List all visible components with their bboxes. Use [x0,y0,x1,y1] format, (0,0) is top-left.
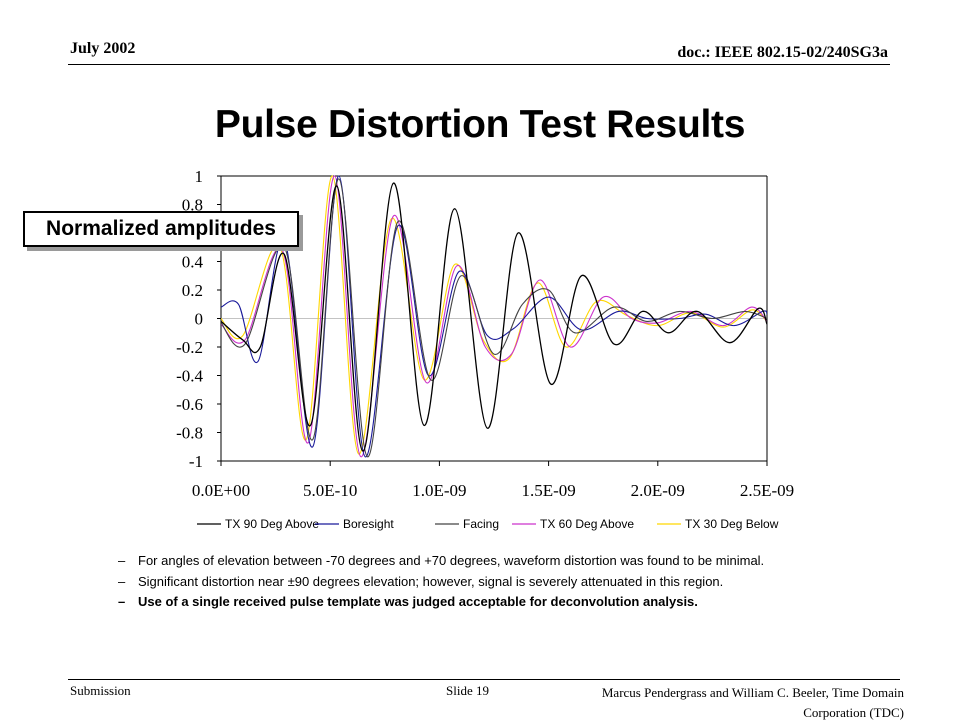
y-tick-label: -0.4 [176,367,203,386]
series-line-boresight [221,175,767,458]
normalized-amplitudes-callout: Normalized amplitudes [23,211,299,247]
legend-label: TX 30 Deg Below [685,517,779,531]
series-line-tx-30-deg-below [221,175,767,455]
x-tick-label: 1.5E-09 [521,481,575,500]
x-tick-label: 5.0E-10 [303,481,357,500]
header-date: July 2002 [70,40,136,57]
x-tick-label: 1.0E-09 [412,481,466,500]
slide-title: Pulse Distortion Test Results [214,103,746,146]
bullet-item: – For angles of elevation between -70 deg… [118,553,858,569]
bullet-text: Significant distortion near ±90 degrees … [138,573,724,589]
legend-label: TX 60 Deg Above [540,517,634,531]
bullet-text: For angles of elevation between -70 degr… [138,553,765,568]
legend-label: TX 90 Deg Above [225,517,319,531]
x-tick-label: 2.5E-09 [740,481,794,500]
header-doc-id: doc.: IEEE 802.15-02/240SG3a [677,44,888,61]
y-tick-label: 0.8 [182,196,203,215]
bullet-dash: – [118,553,126,568]
series-line-tx-60-deg-above [221,175,767,458]
x-tick-label: 2.0E-09 [631,481,685,500]
y-tick-label: -0.2 [176,338,203,357]
bullet-dash: – [118,573,126,589]
x-tick-label: 0.0E+00 [192,481,250,500]
footer-divider [68,679,900,680]
header-divider [68,64,890,65]
bullet-item: – Use of a single received pulse template… [118,594,858,610]
y-tick-label: 0 [195,310,204,329]
footer-slide-number: Slide 19 [446,683,489,698]
y-tick-label: -0.6 [176,395,203,414]
y-tick-label: -0.8 [176,424,203,443]
bullet-dash: – [118,594,126,609]
y-tick-label: 1 [195,167,204,186]
legend-label: Boresight [343,517,394,531]
footer-submission: Submission [70,683,131,698]
bullet-item: – Significant distortion near ±90 degrees… [118,574,858,590]
legend-label: Facing [463,517,499,531]
bullet-list: – For angles of elevation between -70 deg… [118,553,858,615]
bullet-text: Use of a single received pulse template … [138,594,698,609]
y-tick-label: -1 [189,452,203,471]
series-line-facing [221,178,767,458]
footer-author: Marcus Pendergrass and William C. Beeler… [601,685,904,720]
y-tick-label: 0.2 [182,281,203,300]
y-tick-label: 0.4 [182,253,204,272]
series-line-tx-90-deg-above [221,182,767,452]
